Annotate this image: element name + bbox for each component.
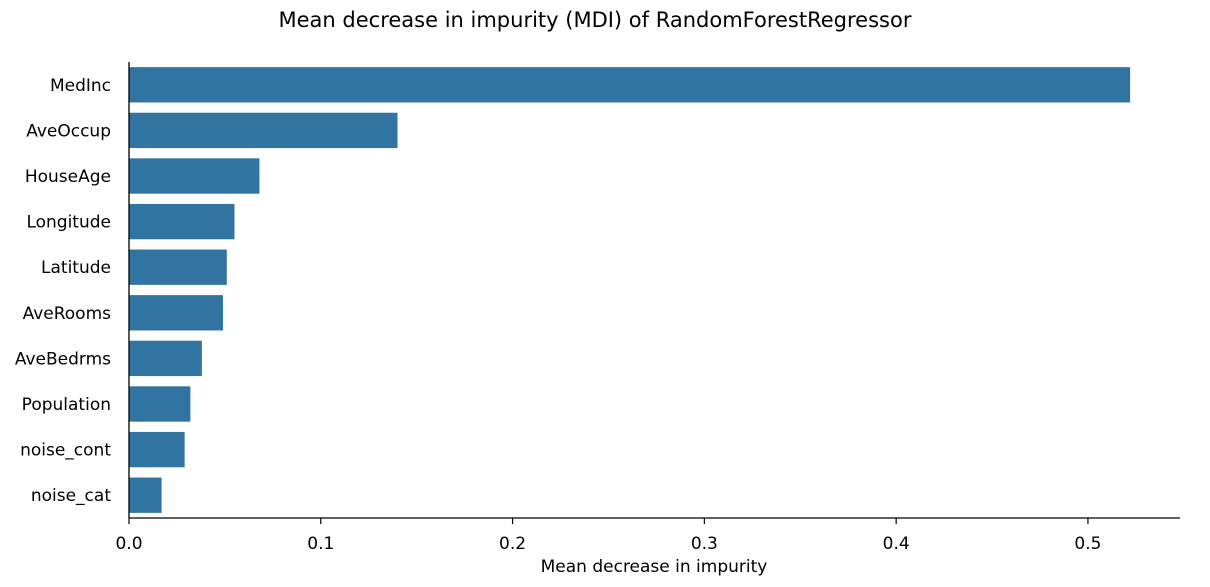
y-tick-label: Longitude — [26, 213, 111, 233]
x-tick-label: 0.1 — [307, 534, 334, 554]
x-tick-label: 0.4 — [883, 534, 910, 554]
x-tick-label: 0.0 — [115, 534, 142, 554]
bar-population — [129, 386, 191, 422]
bar-medinc — [129, 67, 1131, 103]
y-tick-label: noise_cat — [31, 486, 111, 506]
y-tick-label: Population — [22, 395, 111, 415]
bar-longitude — [129, 203, 235, 240]
x-ticks: 0.0 0.1 0.2 0.3 0.4 0.5 — [115, 518, 1101, 554]
chart-title: Mean decrease in impurity (MDI) of Rando… — [279, 8, 912, 32]
bar-averooms — [129, 295, 223, 331]
x-tick-label: 0.3 — [691, 534, 718, 554]
y-tick-labels: MedInc AveOccup HouseAge Longitude Latitude A… — [15, 76, 112, 506]
bar-avebedrms — [129, 340, 202, 377]
y-tick-label: AveOccup — [26, 121, 111, 141]
y-tick-label: MedInc — [50, 76, 111, 96]
bar-latitude — [129, 249, 227, 285]
y-tick-label: Latitude — [41, 258, 111, 278]
y-tick-label: AveBedrms — [15, 349, 111, 369]
bars-group — [129, 67, 1131, 513]
x-tick-label: 0.5 — [1074, 534, 1101, 554]
x-tick-label: 0.2 — [499, 534, 526, 554]
bar-aveoccup — [129, 112, 398, 149]
bar-houseage — [129, 158, 260, 194]
y-tick-label: AveRooms — [23, 304, 112, 324]
bar-noise-cat — [129, 477, 162, 513]
y-tick-label: HouseAge — [25, 167, 111, 187]
bar-noise-cont — [129, 431, 185, 468]
y-tick-label: noise_cont — [20, 441, 111, 461]
x-axis-label: Mean decrease in impurity — [541, 557, 768, 577]
